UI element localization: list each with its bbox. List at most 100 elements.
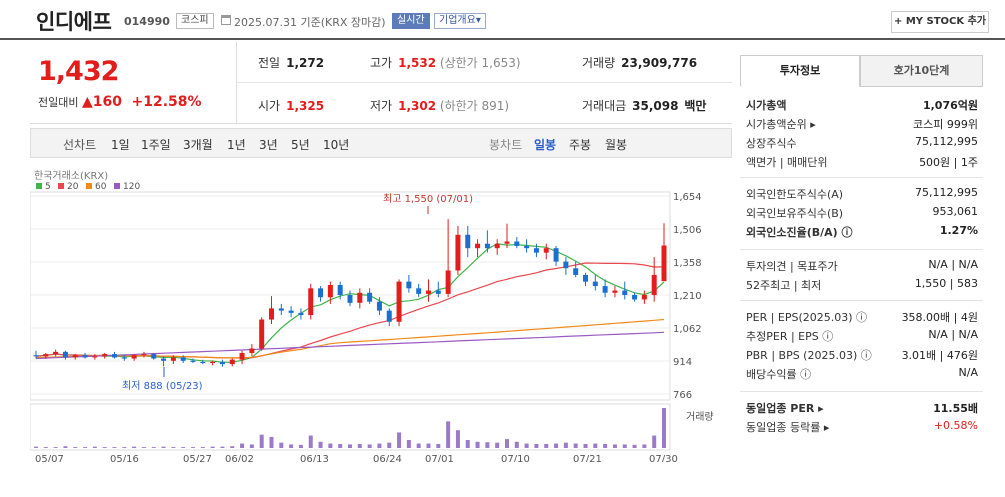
volume-bar [289, 444, 294, 448]
info-label: 외국인보유주식수(B) [746, 207, 844, 220]
candle-body [475, 243, 481, 249]
volume-bar [652, 435, 657, 448]
candle-body [661, 245, 667, 282]
volume-bar [593, 443, 598, 448]
volume-bar [269, 436, 274, 448]
tab-investment-info[interactable]: 투자정보 [740, 55, 860, 87]
tab-weekly[interactable]: 주봉 [569, 138, 592, 152]
candle-body [396, 281, 402, 322]
volume-bar [63, 446, 68, 448]
volume-bar [367, 444, 372, 448]
candle-body [210, 361, 216, 364]
high-price: 고가 1,532 (상한가 1,653) [370, 56, 521, 70]
x-tick-label: 06/13 [300, 454, 329, 462]
add-my-stock-button[interactable]: + MY STOCK 추가 [891, 11, 989, 33]
candle-body [435, 290, 441, 294]
tab-line-chart[interactable]: 선차트 [63, 138, 97, 152]
candle-body [357, 292, 363, 303]
legend-ma60: 60 [95, 182, 107, 192]
x-tick-label: 07/01 [425, 454, 454, 462]
candle-body [592, 281, 598, 287]
legend-ma20: 20 [67, 182, 79, 192]
info-value: 500원 | 1주 [919, 156, 978, 169]
volume-bar [151, 447, 156, 448]
info-value: 358.00배 | 4원 [901, 311, 978, 324]
tab-1week[interactable]: 1주일 [141, 138, 171, 152]
candle-body [170, 357, 176, 361]
price-plot-frame [30, 191, 671, 401]
company-overview-dropdown[interactable]: 기업개요▾ [434, 13, 486, 29]
volume-bar [514, 441, 519, 448]
tab-3month[interactable]: 3개월 [183, 138, 213, 152]
candle-body [190, 360, 196, 362]
candle-body [318, 288, 324, 298]
info-label: 52주최고 | 최저 [746, 279, 822, 292]
x-tick-label: 07/30 [649, 454, 678, 462]
legend-ma5: 5 [45, 182, 51, 192]
volume-bar [573, 443, 578, 448]
tab-10year[interactable]: 10년 [323, 138, 350, 152]
realtime-badge: 실시간 [392, 13, 430, 29]
volume-bar [92, 446, 97, 448]
low-price: 저가 1,302 (하한가 891) [370, 99, 510, 113]
change-percent: +12.58% [131, 94, 202, 110]
stock-header: 인디에프 014990 코스피 2025.07.31 기준(KRX 장마감) 실… [0, 0, 1005, 40]
legend-ma20-swatch [58, 183, 64, 189]
candle-body [337, 284, 343, 295]
legend-ma120-swatch [114, 183, 120, 189]
info-label: PER | EPS(2025.03) ⓘ [746, 311, 868, 324]
info-label: 외국인한도주식수(A) [746, 188, 844, 201]
date-label: 2025.07.31 기준(KRX 장마감) [234, 16, 386, 29]
change-label: 전일대비 [38, 96, 79, 109]
stock-name: 인디에프 [36, 10, 112, 34]
candle-body [82, 355, 88, 358]
tab-candle-chart[interactable]: 봉차트 [489, 138, 523, 152]
candle-body [406, 281, 412, 289]
volume-bar [603, 444, 608, 448]
tab-order-book[interactable]: 호가10단계 [860, 55, 983, 87]
candle-body [416, 288, 422, 294]
price-chart[interactable]: 한국거래소(KRX) 5 20 60 120 1,654 1,506 1,358 1,… [30, 162, 732, 462]
info-value: 1.27% [939, 224, 978, 237]
info-value: N/A | N/A [928, 258, 978, 271]
info-row: 추정PER | EPS ⓘ N/A | N/A [746, 328, 978, 346]
volume-bar [132, 446, 137, 448]
candle-body [53, 351, 59, 355]
info-row: 동일업종 등락률 ▸ +0.58% [746, 419, 978, 437]
info-label: 투자의견 | 목표주가 [746, 260, 838, 273]
y-tick-label: 1,062 [673, 324, 702, 335]
volume-bar [505, 439, 509, 448]
tab-1day[interactable]: 1일 [111, 138, 130, 152]
info-row: 동일업종 PER ▸ 11.55배 [746, 400, 978, 418]
volume-bar [455, 430, 460, 448]
volume-bar [279, 442, 284, 448]
volume-bar [240, 443, 245, 448]
tab-3year[interactable]: 3년 [259, 138, 278, 152]
side-divider [740, 300, 983, 301]
volume-bar [43, 447, 48, 448]
volume-bar [642, 444, 647, 448]
volume: 거래량 23,909,776 [582, 56, 698, 70]
candle-body [602, 286, 608, 293]
info-row: PER | EPS(2025.03) ⓘ 358.00배 | 4원 [746, 309, 978, 327]
info-row: 외국인소진율(B/A) ⓘ 1.27% [746, 224, 978, 242]
chart-tab-bar: 선차트 1일 1주일 3개월 1년 3년 5년 10년 봉차트 일봉 주봉 월봉 [30, 128, 732, 158]
volume-bar [230, 446, 235, 448]
price-change: 전일대비 ▲160 +12.58% [38, 94, 202, 110]
low-annotation: 최저 888 (05/23) [122, 380, 203, 392]
candle-body [151, 354, 157, 359]
prev-close: 전일 1,272 [258, 56, 325, 70]
candle-body [180, 357, 186, 361]
market-badge: 코스피 [176, 13, 214, 29]
open-price: 시가 1,325 [258, 99, 325, 113]
candle-body [229, 359, 235, 365]
candle-body [367, 292, 373, 302]
tab-1year[interactable]: 1년 [227, 138, 246, 152]
info-label: 배당수익률 ⓘ [746, 368, 812, 381]
tab-monthly[interactable]: 월봉 [605, 138, 628, 152]
tab-5year[interactable]: 5년 [291, 138, 310, 152]
legend-ma120: 120 [123, 182, 140, 192]
tab-daily[interactable]: 일봉 [534, 138, 557, 152]
candle-body [62, 351, 68, 358]
candle-body [543, 248, 549, 253]
